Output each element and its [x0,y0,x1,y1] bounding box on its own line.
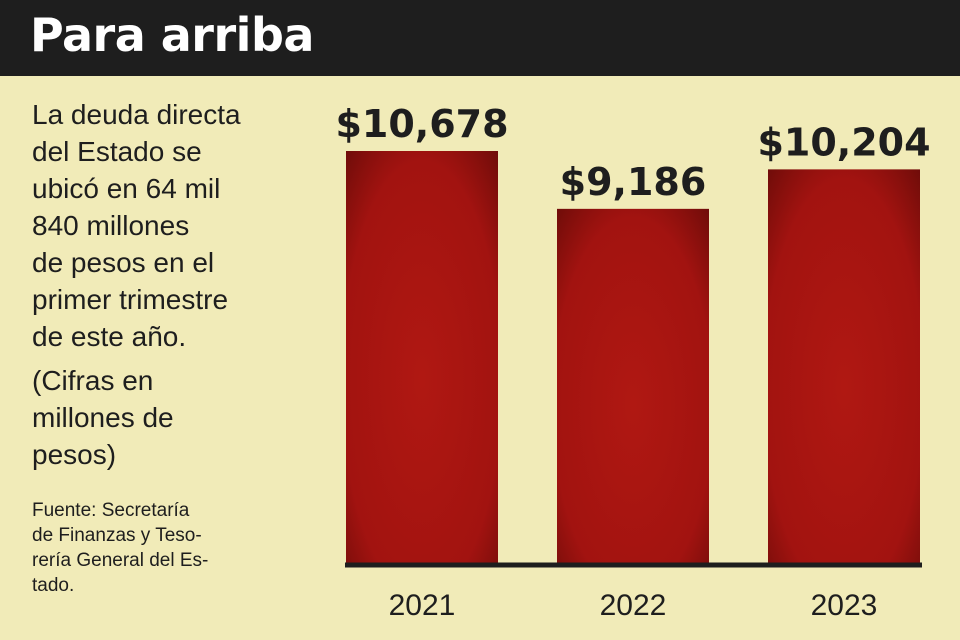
source-line: de Finanzas y Teso- [32,525,202,546]
value-label-2023: $10,204 [757,120,930,164]
header-bar: Para arriba [0,0,960,76]
value-labels-group: $10,678 $9,186 $10,204 [335,102,930,204]
source-line: Fuente: Secretaría [32,500,190,521]
source-line: rería General del Es- [32,550,209,571]
bars-group [346,151,920,565]
x-tick-label-2023: 2023 [811,589,878,622]
chart-title: Para arriba [30,8,314,62]
units-note-line: pesos) [32,439,117,470]
source-line: tado. [32,575,75,596]
x-tick-label-2021: 2021 [389,589,456,622]
description-line: La deuda directa [32,99,241,130]
units-note-line: millones de [32,402,174,433]
description-line: 840 millones [32,210,190,241]
bar-2023 [768,169,920,565]
description-line: de este año. [32,321,187,352]
description-line: ubicó en 64 mil [32,173,221,204]
description-line: primer trimestre [32,284,229,315]
bar-2022 [557,208,709,565]
value-label-2022: $9,186 [560,160,707,204]
description-line: del Estado se [32,136,202,167]
units-note: (Cifras en millones de pesos) [32,362,312,473]
description-line: de pesos en el [32,247,215,278]
source-note: Fuente: Secretaría de Finanzas y Teso- r… [32,498,272,598]
x-tick-label-2022: 2022 [600,589,667,622]
value-label-2021: $10,678 [335,102,508,146]
x-tick-labels-group: 2021 2022 2023 [389,589,878,622]
description-text: La deuda directa del Estado se ubicó en … [32,96,312,355]
bar-2021 [346,151,498,565]
units-note-line: (Cifras en [32,365,154,396]
